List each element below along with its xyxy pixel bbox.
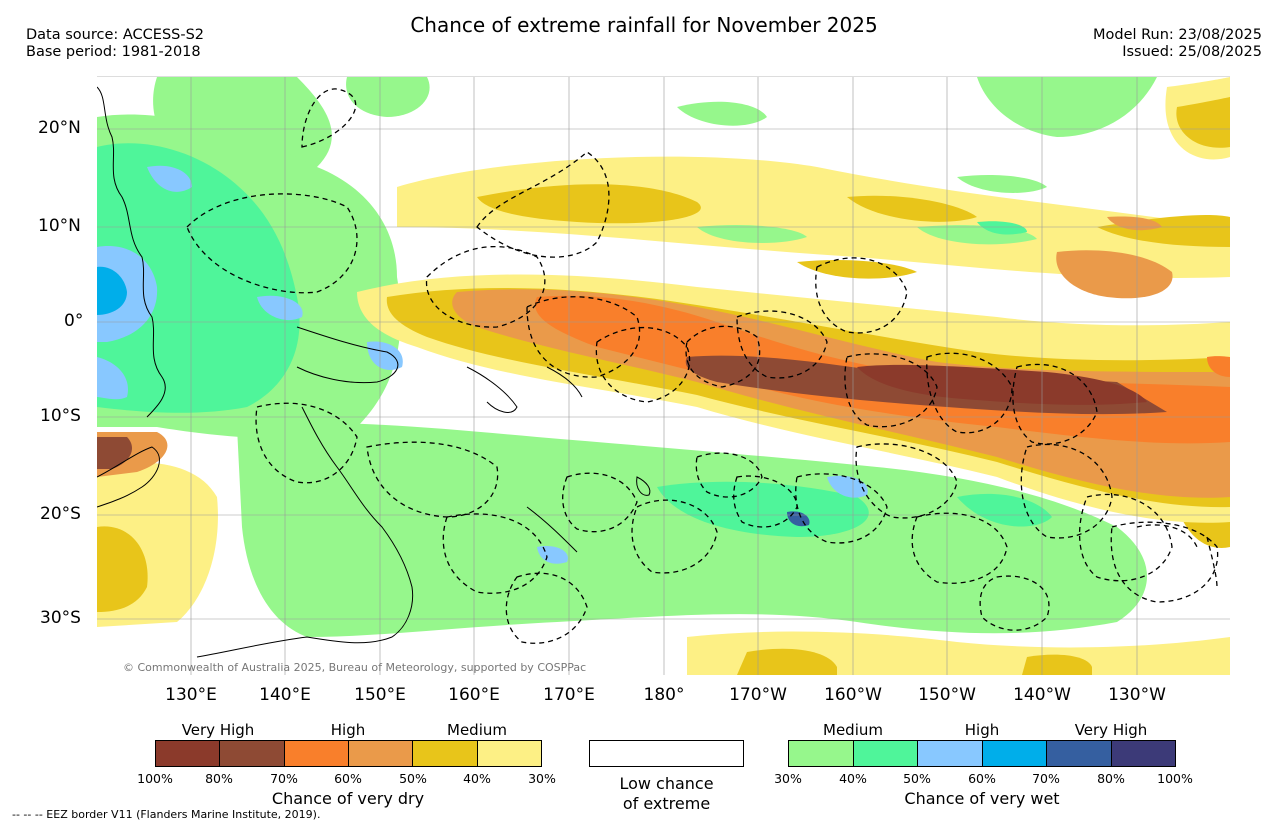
data-source: Data source: ACCESS-S2 — [26, 27, 205, 43]
lat-label-20s: 20°S — [40, 504, 81, 524]
low-chance-line1: Low chance — [619, 774, 714, 793]
dry-tick: 60% — [334, 771, 362, 786]
run-info: Model Run: 23/08/2025 Issued: 25/08/2025 — [1093, 27, 1262, 61]
wet-tick: 80% — [1097, 771, 1125, 786]
lon-label-180: 180° — [643, 685, 685, 705]
dry-tick: 40% — [463, 771, 491, 786]
dry-tick: 30% — [528, 771, 556, 786]
wet-level-very-high: Very High — [1074, 721, 1148, 739]
coastlines — [97, 86, 651, 658]
lon-label-160e: 160°E — [448, 685, 500, 705]
dry-swatch — [477, 741, 541, 766]
lat-label-10s: 10°S — [40, 406, 81, 426]
dry-swatch — [348, 741, 414, 766]
wet-swatch — [789, 741, 854, 766]
dry-tick: 70% — [270, 771, 298, 786]
dry-swatch — [284, 741, 349, 766]
wet-level-medium: Medium — [823, 721, 883, 739]
wet-tick: 70% — [1032, 771, 1060, 786]
lon-label-140e: 140°E — [259, 685, 311, 705]
eez-footnote: -- -- -- EEZ border V11 (Flanders Marine… — [12, 808, 321, 821]
lat-label-10n: 10°N — [38, 216, 81, 236]
map-copyright: © Commonwealth of Australia 2025, Bureau… — [123, 661, 586, 674]
model-run: Model Run: 23/08/2025 — [1092, 27, 1262, 43]
lat-label-30s: 30°S — [40, 608, 81, 628]
wet-swatch — [918, 741, 983, 766]
wet-colorbar — [788, 740, 1176, 767]
dry-colorbar — [155, 740, 542, 767]
wet-swatch — [1111, 741, 1175, 766]
wet-level-high: High — [964, 721, 1000, 739]
wet-tick: 100% — [1157, 771, 1193, 786]
lon-label-170e: 170°E — [543, 685, 595, 705]
wet-tick: 60% — [968, 771, 996, 786]
west-wet-region — [97, 114, 403, 439]
equatorial-dry-tongue — [357, 216, 1230, 523]
wet-swatch — [1047, 741, 1112, 766]
low-chance-line2: of extreme — [622, 794, 711, 813]
dry-tick: 80% — [205, 771, 233, 786]
wet-swatch — [853, 741, 918, 766]
low-chance-swatch — [589, 740, 744, 767]
lon-label-150e: 150°E — [354, 685, 406, 705]
lon-label-170w: 170°W — [729, 685, 787, 705]
wet-tick: 30% — [774, 771, 802, 786]
lat-label-20n: 20°N — [38, 118, 81, 138]
data-info: Data source: ACCESS-S2 Base period: 1981… — [26, 27, 204, 61]
dry-swatch — [220, 741, 285, 766]
lon-label-130w: 130°W — [1108, 685, 1166, 705]
wet-tick: 50% — [903, 771, 931, 786]
lon-label-130e: 130°E — [165, 685, 217, 705]
low-chance-caption: Low chance of extreme — [589, 774, 744, 814]
dry-caption: Chance of very dry — [271, 789, 425, 808]
lat-label-0: 0° — [64, 311, 84, 331]
dry-swatch — [413, 741, 478, 766]
dry-level-high: High — [330, 721, 366, 739]
lon-label-140w: 140°W — [1013, 685, 1071, 705]
wet-swatch — [982, 741, 1047, 766]
map-title: Chance of extreme rainfall for November … — [410, 13, 878, 37]
issued-date: Issued: 25/08/2025 — [1122, 44, 1262, 60]
lon-label-160w: 160°W — [824, 685, 882, 705]
rainfall-map: © Commonwealth of Australia 2025, Bureau… — [97, 76, 1230, 675]
eez-borders — [186, 88, 1219, 644]
lon-label-150w: 150°W — [918, 685, 976, 705]
dry-swatch — [156, 741, 221, 766]
dry-tick: 50% — [399, 771, 427, 786]
dry-level-medium: Medium — [447, 721, 507, 739]
dry-level-very-high: Very High — [181, 721, 255, 739]
dry-tick: 100% — [137, 771, 173, 786]
wet-caption: Chance of very wet — [904, 789, 1060, 808]
graticule — [97, 77, 1230, 675]
base-period: Base period: 1981-2018 — [26, 44, 201, 60]
wet-tick: 40% — [839, 771, 867, 786]
